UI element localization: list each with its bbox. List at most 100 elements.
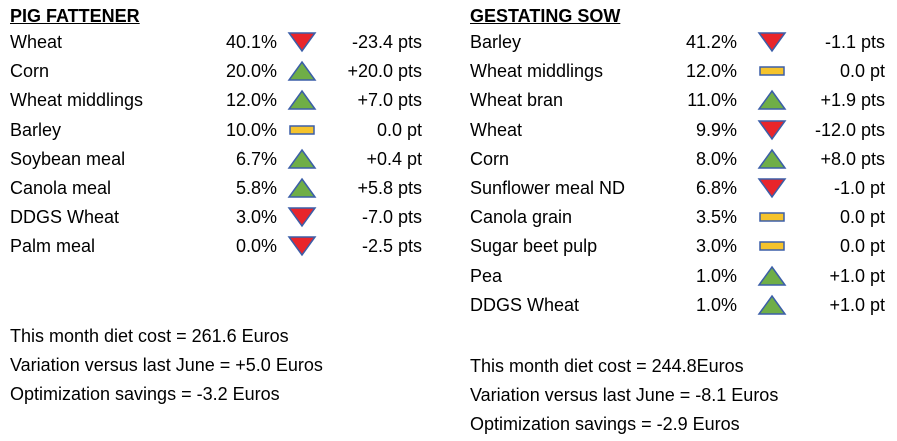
ingredient-percent: 20.0% (225, 61, 277, 82)
ingredient-percent: 10.0% (225, 119, 277, 140)
ingredient-name: Wheat middlings (10, 90, 144, 111)
ingredient-row: Corn 20.0% +20.0 pts (10, 57, 450, 86)
pig-fattener-rows: Wheat 40.1% -23.4 pts Corn 20.0% +20.0 pts Whe… (10, 28, 450, 262)
flat-bar-icon (289, 124, 315, 135)
flat-bar-icon (759, 66, 785, 76)
ingredient-row: Canola grain 3.5% 0.0 pt (470, 203, 895, 232)
diet-cost-text: This month diet cost = 261.6 Euros (10, 326, 289, 346)
ingredient-name: Pea (470, 265, 503, 286)
up-triangle-icon (757, 294, 787, 315)
savings-text: Optimization savings = -3.2 Euros (10, 384, 280, 405)
gestating-sow-summary: This month diet cost = 244.8Euros Variat… (470, 352, 778, 440)
ingredient-row: Palm meal 0.0% -2.5 pts (10, 232, 450, 261)
down-triangle-icon (757, 178, 787, 199)
ingredient-name: Barley (470, 32, 522, 52)
ingredient-change: -23.4 pts (351, 32, 422, 52)
ingredient-change: 0.0 pt (839, 61, 885, 82)
ingredient-row: Wheat bran 11.0% +1.9 pts (470, 86, 895, 115)
ingredient-change: +5.8 pts (357, 177, 422, 198)
diet-cost-text: This month diet cost = 244.8Euros (470, 356, 744, 376)
ingredient-row: Barley 41.2% -1.1 pts (470, 28, 895, 57)
ingredient-change: +1.0 pt (829, 265, 885, 286)
ingredient-change: 0.0 pt (839, 207, 885, 228)
ingredient-percent: 11.0% (687, 90, 737, 111)
ingredient-percent: 41.2% (685, 32, 737, 52)
ingredient-change: 0.0 pt (376, 119, 422, 140)
ingredient-percent: 3.0% (695, 236, 737, 257)
up-triangle-icon (757, 148, 787, 169)
ingredient-row: DDGS Wheat 1.0% +1.0 pt (470, 291, 895, 320)
ingredient-name: Corn (470, 148, 510, 169)
gestating-sow-rows: Barley 41.2% -1.1 pts Wheat middlings 12.0% 0… (470, 28, 895, 320)
ingredient-name: Sugar beet pulp (470, 236, 598, 257)
pig-fattener-summary: This month diet cost = 261.6 Euros Varia… (10, 322, 323, 410)
pig-fattener-title: PIG FATTENER (10, 6, 140, 26)
ingredient-change: -2.5 pts (361, 236, 422, 257)
ingredient-change: +7.0 pts (357, 90, 422, 111)
ingredient-name: Corn (10, 61, 50, 82)
ingredient-name: Wheat bran (470, 90, 564, 111)
ingredient-percent: 3.0% (235, 207, 277, 228)
gestating-sow-title: GESTATING SOW (470, 6, 621, 26)
ingredient-row: Wheat 9.9% -12.0 pts (470, 116, 895, 145)
ingredient-change: -12.0 pts (814, 119, 885, 140)
ingredient-name: Wheat middlings (470, 61, 604, 82)
ingredient-name: DDGS Wheat (10, 207, 120, 228)
ingredient-change: +20.0 pts (347, 61, 422, 82)
up-triangle-icon (287, 148, 317, 169)
ingredient-name: DDGS Wheat (470, 294, 580, 315)
ingredient-row: Sugar beet pulp 3.0% 0.0 pt (470, 232, 895, 261)
ingredient-percent: 12.0% (685, 61, 737, 82)
down-triangle-icon (287, 32, 317, 53)
ingredient-row: Sunflower meal ND 6.8% -1.0 pt (470, 174, 895, 203)
ingredient-percent: 1.0% (695, 294, 737, 315)
ingredient-percent: 5.8% (235, 177, 277, 198)
pig-fattener-panel: PIG FATTENER Wheat 40.1% -23.4 pts Corn 20.0… (10, 0, 450, 262)
ingredient-percent: 40.1% (225, 32, 277, 52)
ingredient-percent: 9.9% (695, 119, 737, 140)
ingredient-name: Canola grain (470, 207, 573, 228)
ingredient-change: -1.0 pt (833, 177, 885, 198)
down-triangle-icon (757, 32, 787, 53)
ingredient-row: Wheat middlings 12.0% 0.0 pt (470, 57, 895, 86)
ingredient-name: Barley (10, 119, 62, 140)
ingredient-change: +0.4 pt (366, 148, 422, 169)
gestating-sow-panel: GESTATING SOW Barley 41.2% -1.1 pts Wheat m… (470, 0, 895, 320)
down-triangle-icon (757, 119, 787, 140)
variation-text: Variation versus last June = +5.0 Euros (10, 355, 323, 376)
ingredient-change: +8.0 pts (820, 148, 885, 169)
ingredient-row: Wheat 40.1% -23.4 pts (10, 28, 450, 57)
ingredient-row: DDGS Wheat 3.0% -7.0 pts (10, 203, 450, 232)
up-triangle-icon (757, 265, 787, 286)
ingredient-row: Corn 8.0% +8.0 pts (470, 145, 895, 174)
flat-bar-icon (759, 212, 785, 222)
ingredient-row: Barley 10.0% 0.0 pt (10, 116, 450, 145)
up-triangle-icon (757, 90, 787, 111)
ingredient-change: -1.1 pts (824, 32, 885, 52)
ingredient-percent: 8.0% (695, 148, 737, 169)
down-triangle-icon (287, 207, 317, 228)
ingredient-percent: 3.5% (695, 207, 737, 228)
ingredient-row: Soybean meal 6.7% +0.4 pt (10, 145, 450, 174)
ingredient-percent: 0.0% (235, 236, 277, 257)
ingredient-change: -7.0 pts (361, 207, 422, 228)
ingredient-percent: 6.8% (695, 177, 737, 198)
ingredient-change: 0.0 pt (839, 236, 885, 257)
ingredient-row: Pea 1.0% +1.0 pt (470, 262, 895, 291)
down-triangle-icon (287, 236, 317, 257)
ingredient-percent: 12.0% (225, 90, 277, 111)
ingredient-row: Wheat middlings 12.0% +7.0 pts (10, 86, 450, 115)
up-triangle-icon (287, 60, 317, 81)
ingredient-percent: 6.7% (235, 148, 277, 169)
savings-text: Optimization savings = -2.9 Euros (470, 414, 740, 435)
variation-text: Variation versus last June = -8.1 Euros (470, 385, 779, 406)
up-triangle-icon (287, 90, 317, 111)
flat-bar-icon (759, 241, 785, 252)
ingredient-change: +1.0 pt (829, 294, 885, 315)
up-triangle-icon (287, 177, 317, 198)
ingredient-name: Soybean meal (10, 148, 126, 169)
ingredient-name: Sunflower meal ND (470, 177, 626, 198)
ingredient-name: Wheat (10, 32, 63, 52)
ingredient-percent: 1.0% (695, 265, 737, 286)
ingredient-row: Canola meal 5.8% +5.8 pts (10, 174, 450, 203)
